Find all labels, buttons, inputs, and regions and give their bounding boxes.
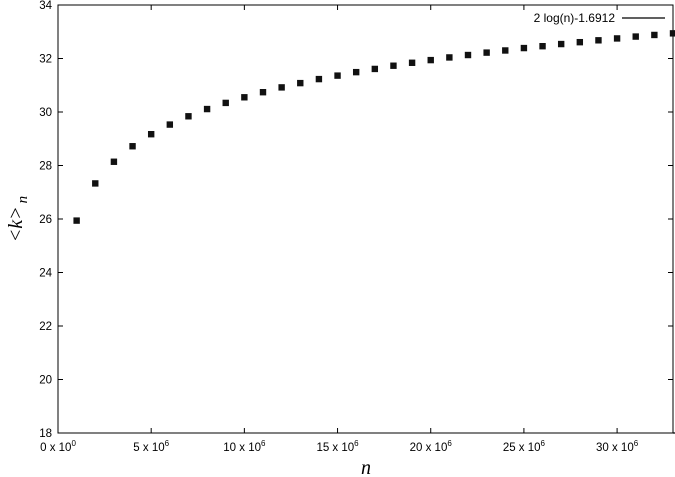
y-tick-label: 30 (39, 107, 52, 119)
data-point (595, 37, 602, 44)
y-tick-label: 32 (39, 54, 52, 66)
x-tick-exponent: 6 (354, 439, 359, 448)
x-tick-label: 10 x 106 (223, 439, 266, 454)
data-point (334, 72, 341, 79)
x-tick-exponent: 6 (261, 439, 266, 448)
data-point (259, 89, 267, 96)
y-tick-label: 26 (39, 214, 52, 226)
x-tick-mantissa: 0 (40, 442, 46, 454)
x-tick-exponent: 6 (541, 439, 546, 448)
x-tick-mantissa: 15 (316, 442, 329, 454)
x-tick-times: x 10 (47, 442, 72, 454)
data-point (464, 51, 472, 59)
data-point (315, 75, 323, 83)
y-tick-label: 22 (39, 321, 52, 333)
plot-frame (57, 4, 674, 434)
data-point (539, 42, 546, 50)
y-tick-label: 34 (39, 0, 52, 12)
data-point (651, 31, 658, 39)
x-tick-mantissa: 5 (133, 442, 139, 454)
x-tick-mantissa: 10 (223, 442, 236, 454)
data-point (557, 40, 565, 48)
x-tick-times: x 10 (329, 442, 354, 454)
x-tick-label: 20 x 106 (410, 439, 453, 454)
data-point (92, 180, 99, 187)
x-tick-exponent: 0 (71, 439, 76, 448)
x-tick-exponent: 6 (634, 439, 639, 448)
x-tick-times: x 10 (609, 442, 634, 454)
data-point (632, 33, 639, 40)
x-tick-label: 5 x 106 (133, 439, 169, 454)
x-tick-times: x 10 (516, 442, 541, 454)
x-tick-label: 15 x 106 (316, 439, 359, 454)
x-axis-title: n (361, 457, 371, 477)
x-axis-ticks: 0 x 100 5 x 106 10 x 106 15 x 106 20 x 106 25… (40, 5, 639, 454)
x-tick-mantissa: 20 (410, 442, 423, 454)
data-point (669, 30, 675, 37)
x-tick-label: 0 x 100 (40, 439, 76, 454)
x-tick-label: 25 x 106 (503, 439, 546, 454)
y-axis-ticks: 18 20 22 24 26 28 30 32 34 (39, 0, 673, 440)
x-tick-times: x 10 (422, 442, 447, 454)
data-point (352, 68, 360, 76)
y-tick-label: 20 (39, 375, 52, 387)
data-point (613, 35, 621, 42)
data-point (446, 54, 453, 61)
x-tick-mantissa: 25 (503, 442, 516, 454)
data-point (203, 105, 211, 113)
data-point (241, 94, 248, 101)
data-point (520, 44, 528, 52)
data-point (110, 158, 118, 165)
x-tick-mantissa: 30 (596, 442, 609, 454)
data-point (427, 56, 434, 64)
data-markers (73, 30, 675, 224)
y-axis-title-subscript: n (15, 196, 31, 204)
data-point (147, 131, 155, 138)
data-point (297, 79, 304, 87)
data-point (166, 121, 174, 128)
legend: 2 log(n)-1.6912 (534, 11, 665, 25)
x-tick-exponent: 6 (165, 439, 170, 448)
data-point (408, 59, 416, 66)
y-tick-label: 28 (39, 161, 52, 173)
data-point (576, 38, 584, 46)
data-point (129, 143, 136, 150)
data-point (390, 62, 397, 69)
x-tick-label: 30 x 106 (596, 439, 639, 454)
data-point (371, 65, 379, 73)
y-axis-title-main: <k> (5, 206, 27, 242)
data-point (278, 84, 285, 91)
x-tick-times: x 10 (140, 442, 165, 454)
data-point (73, 217, 80, 224)
legend-label: 2 log(n)-1.6912 (534, 11, 616, 25)
y-tick-label: 18 (39, 428, 52, 440)
data-point (502, 47, 509, 54)
y-axis-title-group: <k> n (5, 196, 31, 242)
data-point (185, 113, 192, 120)
data-point (222, 99, 229, 107)
y-tick-label: 24 (39, 268, 52, 280)
data-point (483, 49, 490, 56)
x-tick-times: x 10 (236, 442, 261, 454)
y-axis-title: <k> n (5, 196, 31, 242)
x-tick-exponent: 6 (447, 439, 452, 448)
